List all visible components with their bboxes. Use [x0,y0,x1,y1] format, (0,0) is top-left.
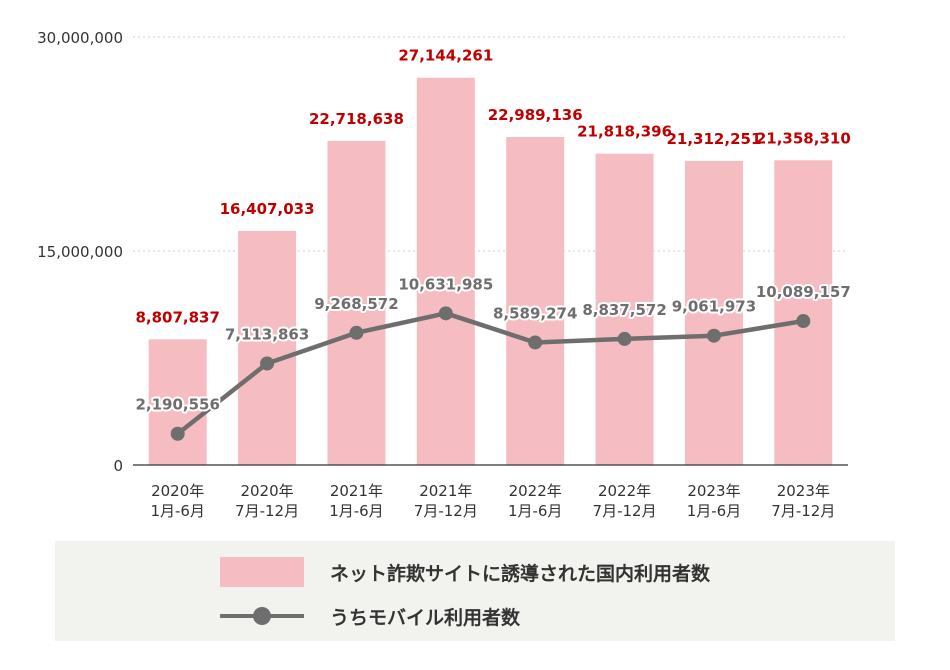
x-tick-label-year: 2021年 [419,482,472,500]
line-point [438,306,453,321]
x-tick-label-year: 2023年 [777,482,830,500]
bar [327,140,386,465]
x-tick-label-period: 1月-6月 [329,502,384,520]
legend-label-line: うちモバイル利用者数 [330,606,521,629]
line-data-label: 7,113,863 [225,326,309,344]
line-data-label: 10,631,985 [398,275,493,293]
legend: ネット詐欺サイトに誘導された国内利用者数 うちモバイル利用者数 [55,541,895,641]
y-tick-label: 30,000,000 [37,29,123,47]
bar-swatch-icon [220,557,304,587]
line-data-label: 8,837,572 [582,301,666,319]
bar [506,137,565,465]
line-data-label: 9,061,973 [672,298,756,316]
series-line [176,311,804,436]
bar [774,160,833,465]
x-tick-label-year: 2022年 [598,482,651,500]
bar-data-label: 21,358,310 [756,129,851,147]
x-tick-label-year: 2023年 [687,482,740,500]
chart: 0 15,000,000 30,000,000 2020年 1月-6月 2020年 7月-1… [37,29,853,520]
line-data-label: 10,089,157 [756,283,851,301]
x-tick-label-year: 2022年 [509,482,562,500]
bar [238,230,297,465]
x-tick-label-period: 1月-6月 [150,502,205,520]
bar-data-label: 22,718,638 [309,110,404,128]
bar-data-label: 16,407,033 [220,200,315,218]
y-tick-label: 0 [113,457,123,475]
legend-label-bar: ネット詐欺サイトに誘導された国内利用者数 [330,562,711,585]
bar [595,153,654,465]
bar-data-label: 21,818,396 [577,123,672,141]
x-tick-label-period: 1月-6月 [508,502,563,520]
line-point [170,426,185,441]
bar [684,160,743,465]
x-tick-label-period: 7月-12月 [414,502,478,520]
bar-data-label: 22,989,136 [488,106,583,124]
line-point [617,331,632,346]
line-point [796,314,811,329]
line-swatch-icon [220,601,304,631]
line-point [349,325,364,340]
x-tick-label-period: 7月-12月 [771,502,835,520]
line-point [260,356,275,371]
x-tick-label-period: 1月-6月 [687,502,742,520]
bar [148,339,207,465]
x-tick-label-year: 2020年 [151,482,204,500]
bar-data-label: 21,312,251 [666,130,761,148]
x-tick-label-year: 2021年 [330,482,383,500]
line-data-label: 8,589,274 [493,304,577,322]
line-point [706,328,721,343]
line-data-label: 9,268,572 [314,295,398,313]
x-tick-label-period: 7月-12月 [593,502,657,520]
legend-item-bar: ネット詐欺サイトに誘導された国内利用者数 [220,557,710,587]
line-data-label: 2,190,556 [135,396,219,414]
legend-item-line: うちモバイル利用者数 [220,601,520,631]
bar-data-label: 8,807,837 [135,308,219,326]
x-tick-label-period: 7月-12月 [235,502,299,520]
y-tick-label: 15,000,000 [37,243,123,261]
bar [416,77,475,465]
x-tick-label-year: 2020年 [240,482,293,500]
bar-data-label: 27,144,261 [398,47,493,65]
line-point [528,335,543,350]
